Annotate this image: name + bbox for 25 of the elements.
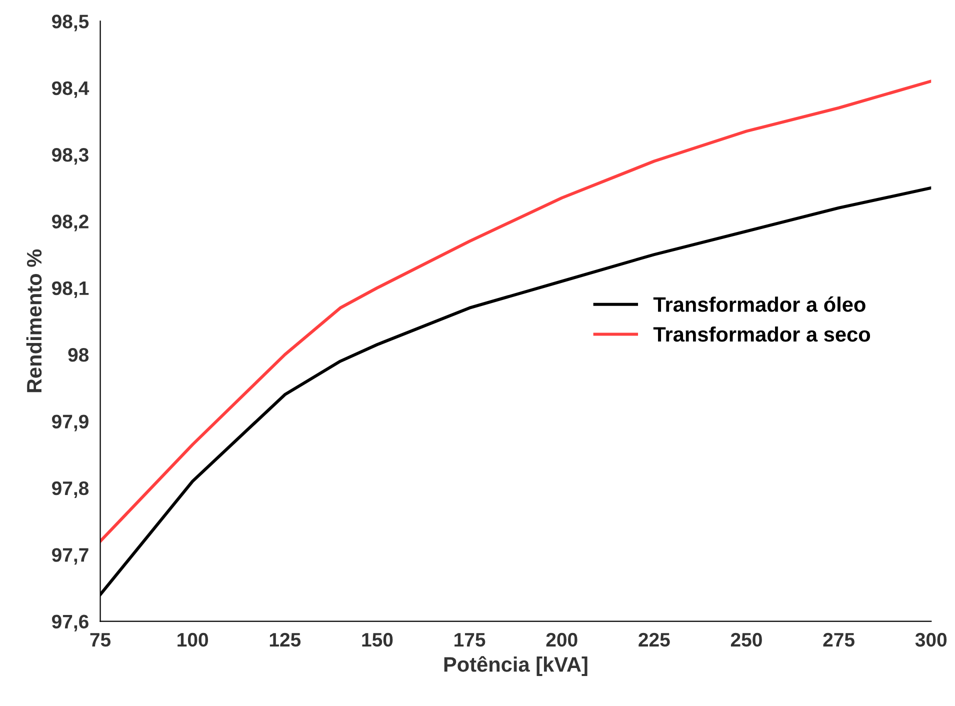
y-tick-label: 98,4 <box>52 81 90 98</box>
y-tick-label: 97,9 <box>52 414 88 432</box>
x-tick-label: 175 <box>454 633 486 647</box>
y-tick-label: 97,8 <box>52 481 89 498</box>
x-axis-title: Potência [kVA] <box>444 656 588 676</box>
x-tick-label: 200 <box>546 632 578 647</box>
y-tick-label: 97,7 <box>52 548 88 565</box>
x-tick-label: 125 <box>270 632 301 647</box>
y-tick-label: 98,1 <box>52 281 89 298</box>
x-tick-label: 100 <box>178 632 208 647</box>
y-axis-title: Rendimento % <box>26 249 42 392</box>
legend-label: Transformador a seco <box>653 326 870 342</box>
legend-label: Transformador a óleo <box>653 296 866 312</box>
y-tick-label: 98,5 <box>52 14 89 32</box>
y-tick-label: 98 <box>68 348 89 362</box>
y-tick-label: 98,3 <box>52 148 88 165</box>
x-tick-label: 225 <box>638 632 670 647</box>
x-tick-label: 75 <box>90 633 111 647</box>
x-tick-label: 150 <box>362 632 393 647</box>
x-tick-label: 300 <box>915 632 947 647</box>
x-tick-label: 250 <box>730 632 762 647</box>
y-tick-label: 98,2 <box>52 214 88 232</box>
x-tick-label: 275 <box>823 632 854 647</box>
line-series <box>100 80 932 543</box>
y-tick-label: 97,6 <box>52 614 88 632</box>
